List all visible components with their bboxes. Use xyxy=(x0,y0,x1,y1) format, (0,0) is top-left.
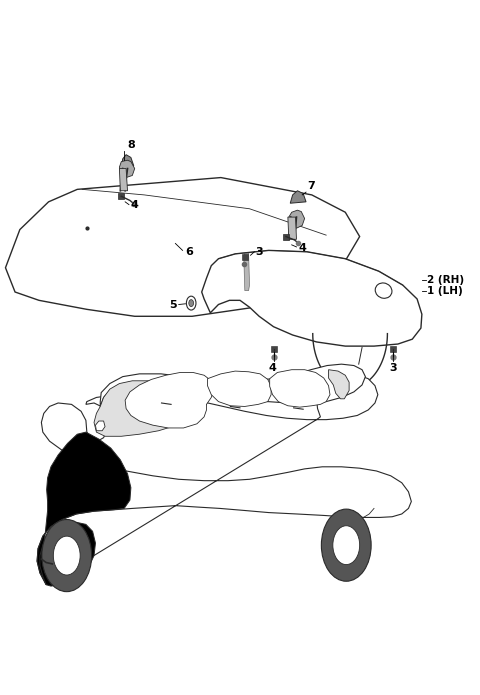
Text: 8: 8 xyxy=(127,140,135,150)
Polygon shape xyxy=(328,370,349,399)
Text: 3: 3 xyxy=(255,247,263,256)
Circle shape xyxy=(42,520,92,591)
Polygon shape xyxy=(125,373,214,428)
Text: 1 (LH): 1 (LH) xyxy=(427,286,462,295)
Text: 6: 6 xyxy=(185,247,193,256)
Polygon shape xyxy=(100,364,365,407)
Circle shape xyxy=(322,509,371,581)
Polygon shape xyxy=(289,210,305,228)
Text: 7: 7 xyxy=(307,181,315,190)
Circle shape xyxy=(333,525,360,564)
Polygon shape xyxy=(40,522,96,586)
Circle shape xyxy=(53,536,80,575)
Polygon shape xyxy=(121,155,134,167)
Polygon shape xyxy=(5,177,360,316)
Ellipse shape xyxy=(375,283,392,298)
Polygon shape xyxy=(290,190,306,203)
Circle shape xyxy=(189,300,193,306)
Text: 4: 4 xyxy=(269,363,276,373)
Polygon shape xyxy=(207,371,271,407)
Polygon shape xyxy=(202,250,422,346)
Polygon shape xyxy=(120,169,128,190)
Polygon shape xyxy=(94,381,206,436)
Text: 5: 5 xyxy=(169,300,177,310)
Polygon shape xyxy=(270,370,330,407)
Text: 4: 4 xyxy=(299,243,306,252)
Polygon shape xyxy=(288,217,297,239)
Polygon shape xyxy=(37,432,131,584)
Text: 2 (RH): 2 (RH) xyxy=(427,275,464,285)
Circle shape xyxy=(186,296,196,310)
Text: 4: 4 xyxy=(131,200,139,211)
Polygon shape xyxy=(120,161,135,177)
Polygon shape xyxy=(96,421,105,431)
Polygon shape xyxy=(37,374,411,584)
Polygon shape xyxy=(244,253,250,291)
Text: 3: 3 xyxy=(389,363,397,373)
